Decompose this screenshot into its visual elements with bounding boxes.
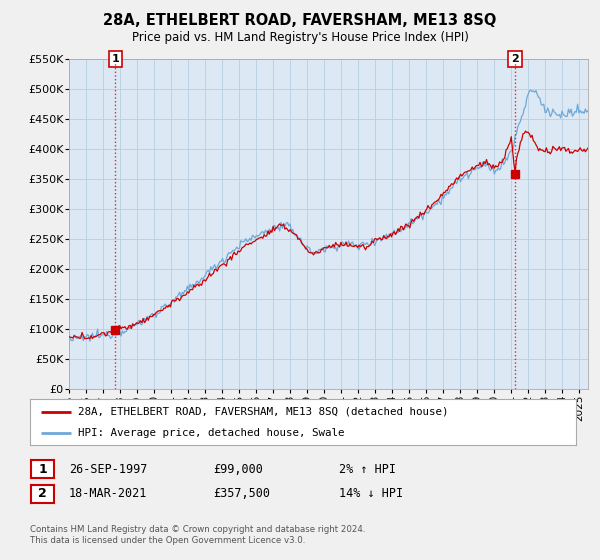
Text: £357,500: £357,500 bbox=[213, 487, 270, 501]
Text: Contains HM Land Registry data © Crown copyright and database right 2024.
This d: Contains HM Land Registry data © Crown c… bbox=[30, 525, 365, 545]
Text: 2% ↑ HPI: 2% ↑ HPI bbox=[339, 463, 396, 476]
Text: £99,000: £99,000 bbox=[213, 463, 263, 476]
Text: 2: 2 bbox=[38, 487, 47, 501]
Text: HPI: Average price, detached house, Swale: HPI: Average price, detached house, Swal… bbox=[78, 428, 344, 438]
Text: 28A, ETHELBERT ROAD, FAVERSHAM, ME13 8SQ: 28A, ETHELBERT ROAD, FAVERSHAM, ME13 8SQ bbox=[103, 13, 497, 28]
Text: Price paid vs. HM Land Registry's House Price Index (HPI): Price paid vs. HM Land Registry's House … bbox=[131, 31, 469, 44]
Text: 18-MAR-2021: 18-MAR-2021 bbox=[69, 487, 148, 501]
Text: 26-SEP-1997: 26-SEP-1997 bbox=[69, 463, 148, 476]
Text: 28A, ETHELBERT ROAD, FAVERSHAM, ME13 8SQ (detached house): 28A, ETHELBERT ROAD, FAVERSHAM, ME13 8SQ… bbox=[78, 407, 449, 417]
Text: 14% ↓ HPI: 14% ↓ HPI bbox=[339, 487, 403, 501]
Text: 1: 1 bbox=[38, 463, 47, 476]
Text: 2: 2 bbox=[511, 54, 519, 64]
Text: 1: 1 bbox=[112, 54, 119, 64]
